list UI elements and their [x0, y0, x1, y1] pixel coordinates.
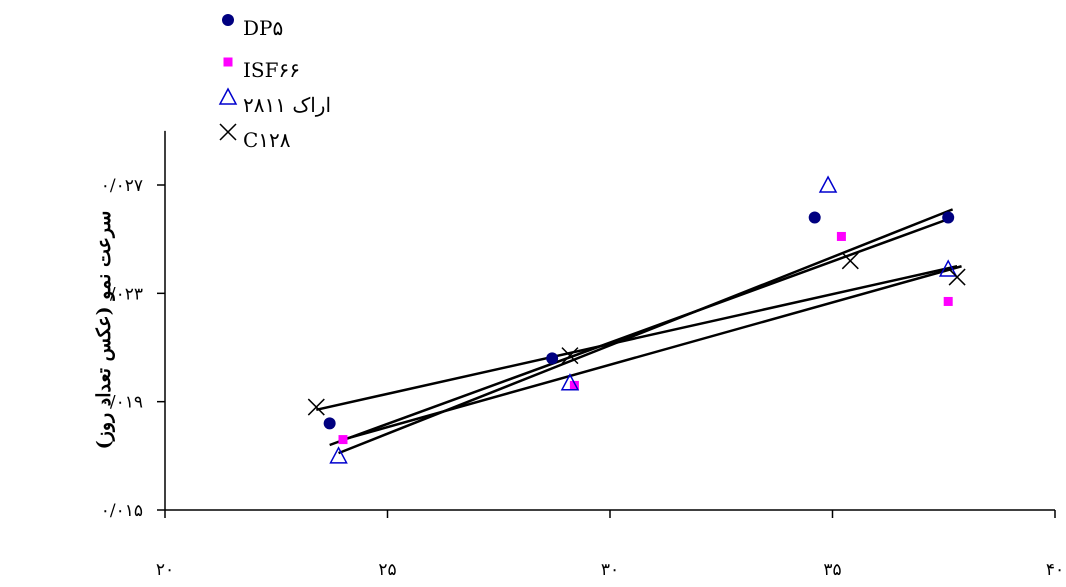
axes: ۲۰ ۲۵ ۳۰ ۳۵ ۴۰ ۰/۰۱۵ ۰/۰۱۹ ۰/۰۲۳ ۰/۰۲۷ [101, 130, 1064, 580]
y-axis-label: سرعت نمو (عکس تعداد روز) [93, 211, 115, 450]
legend-marker [218, 87, 238, 105]
data-point [560, 373, 580, 391]
legend-label: C۱۲۸ [243, 128, 291, 152]
data-point [338, 435, 348, 445]
legend-label: اراک ۲۸۱۱ [243, 93, 331, 117]
data-point [948, 268, 966, 286]
legend-label: ISF۶۶ [243, 58, 300, 82]
x-tick-label: ۲۵ [378, 560, 396, 580]
data-point [808, 211, 821, 224]
data-point [329, 446, 348, 464]
data-point [836, 231, 846, 241]
data-points [307, 175, 966, 464]
y-tick-label: ۰/۰۱۵ [101, 501, 143, 521]
x-tick-label: ۳۵ [823, 560, 841, 580]
x-tick-label: ۴۰ [1046, 560, 1064, 580]
y-tick-label: ۰/۰۲۳ [101, 284, 143, 304]
legend-entry: ISF۶۶ [223, 57, 300, 82]
data-point [938, 259, 958, 277]
data-point [546, 352, 559, 365]
trend-line [316, 265, 958, 412]
data-point [818, 175, 838, 193]
legend-entry: DP۵ [222, 14, 283, 40]
data-point [569, 380, 579, 390]
trend-lines [316, 208, 962, 455]
data-point [943, 296, 953, 306]
legend-marker [222, 14, 234, 26]
data-point [841, 252, 859, 270]
data-point [307, 398, 325, 416]
legend-marker [223, 57, 233, 67]
y-tick-label: ۰/۰۱۹ [101, 393, 143, 413]
trend-line [329, 216, 954, 447]
y-tick-label: ۰/۰۲۷ [101, 176, 143, 196]
x-tick-label: ۳۰ [601, 560, 619, 580]
data-point [323, 417, 336, 430]
legend: DP۵ ISF۶۶ اراک ۲۸۱۱ C۱۲۸ [218, 14, 331, 152]
legend-entry: اراک ۲۸۱۱ [218, 87, 331, 117]
data-point [942, 211, 955, 224]
x-tick-label: ۲۰ [156, 560, 174, 580]
data-point [561, 347, 579, 365]
trend-line [338, 208, 954, 455]
legend-label: DP۵ [243, 16, 283, 40]
legend-entry: C۱۲۸ [219, 123, 291, 152]
legend-marker [219, 123, 237, 141]
